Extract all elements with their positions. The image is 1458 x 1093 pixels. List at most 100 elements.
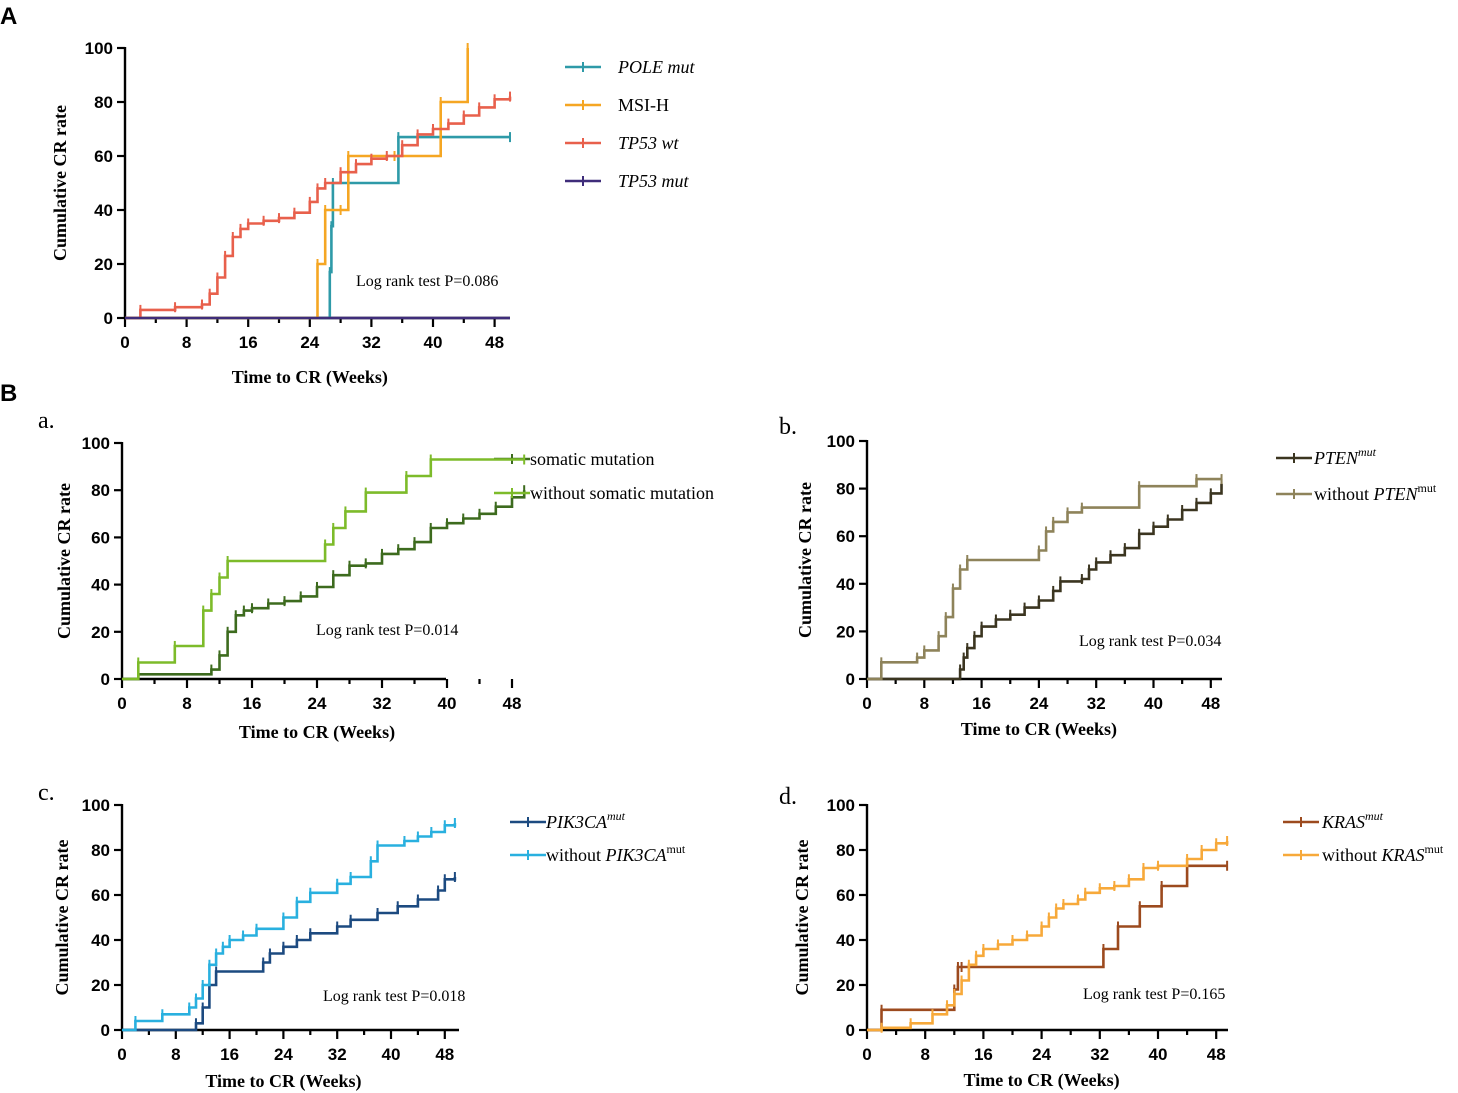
x-tick-label: 24 <box>300 333 319 352</box>
x-tick-label: 48 <box>485 333 504 352</box>
x-tick-label: 48 <box>1207 1045 1226 1064</box>
legend-label-2: without KRASmut <box>1322 842 1444 865</box>
x-axis-label: Time to CR (Weeks) <box>964 1070 1120 1091</box>
y-tick-label: 80 <box>91 481 110 500</box>
x-tick-label: 8 <box>182 333 191 352</box>
chart-panel-A: 0 20 40 60 80 100 0 8 16 24 32 40 48 Time to CR (Week… <box>50 39 695 388</box>
x-tick-label: 24 <box>308 694 327 713</box>
x-tick-label: 32 <box>362 333 381 352</box>
x-tick-label: 24 <box>1029 694 1048 713</box>
panel-letter-a: A <box>0 3 17 30</box>
y-tick-label: 0 <box>101 1021 110 1040</box>
x-tick-label: 48 <box>1201 694 1220 713</box>
legend-label-2: without PTENmut <box>1314 481 1437 504</box>
x-tick-label: 0 <box>120 333 129 352</box>
y-tick-label: 40 <box>91 576 110 595</box>
x-tick-label: 40 <box>438 694 457 713</box>
chart-panel-Bd: d. 0 20 40 60 80 100 0 8 16 24 32 40 48 Time to CR (We… <box>779 784 1444 1091</box>
y-tick-label: 100 <box>82 434 110 453</box>
x-tick-label: 40 <box>1144 694 1163 713</box>
x-tick-label: 16 <box>243 694 262 713</box>
legend-label-1: PIK3CAmut <box>545 809 626 832</box>
x-tick-label: 24 <box>274 1045 293 1064</box>
chart-panel-Ba: a. 0 20 40 60 80 100 0 8 16 24 32 40 48 Time to CR (We… <box>38 408 714 743</box>
y-tick-label: 20 <box>836 976 855 995</box>
x-tick-label: 0 <box>117 1045 126 1064</box>
legend-label-1: POLE mut <box>617 57 695 77</box>
log-rank-annotation: Log rank test P=0.086 <box>356 273 498 290</box>
x-tick-label: 48 <box>435 1045 454 1064</box>
legend-label-3: TP53 wt <box>618 133 680 153</box>
chart-panel-Bb: b. 0 20 40 60 80 100 0 8 16 24 32 40 48 Time to CR (We… <box>779 414 1437 740</box>
subpanel-letter: c. <box>38 780 55 806</box>
km-curve-1 <box>122 877 457 1032</box>
log-rank-annotation: Log rank test P=0.165 <box>1083 986 1225 1003</box>
y-tick-label: 0 <box>846 670 855 689</box>
y-tick-label: 60 <box>94 147 113 166</box>
x-tick-label: 8 <box>182 694 191 713</box>
km-curve-3 <box>125 96 512 320</box>
y-tick-label: 0 <box>101 670 110 689</box>
y-tick-label: 40 <box>94 201 113 220</box>
x-axis-label: Time to CR (Weeks) <box>239 722 395 743</box>
legend-label-1: PTENmut <box>1313 445 1377 468</box>
y-tick-label: 100 <box>827 432 855 451</box>
x-tick-label: 16 <box>974 1045 993 1064</box>
x-tick-label: 24 <box>1032 1045 1051 1064</box>
y-axis-label: Cumulative CR rate <box>52 840 72 996</box>
legend-label-1: KRASmut <box>1321 809 1384 832</box>
x-tick-label: 40 <box>1149 1045 1168 1064</box>
km-curve-1 <box>867 864 1228 1032</box>
x-tick-label: 48 <box>503 694 522 713</box>
x-tick-label: 8 <box>171 1045 180 1064</box>
legend-label-1: somatic mutation <box>530 449 654 469</box>
legend-label-2: without PIK3CAmut <box>546 842 686 865</box>
x-tick-label: 8 <box>920 694 929 713</box>
x-tick-label: 32 <box>1087 694 1106 713</box>
subpanel-letter: d. <box>779 784 797 810</box>
log-rank-annotation: Log rank test P=0.018 <box>323 988 465 1005</box>
y-tick-label: 0 <box>846 1021 855 1040</box>
y-axis-label: Cumulative CR rate <box>54 483 74 639</box>
y-tick-label: 100 <box>827 796 855 815</box>
x-tick-label: 0 <box>862 1045 871 1064</box>
x-tick-label: 40 <box>424 333 443 352</box>
y-tick-label: 80 <box>94 93 113 112</box>
y-axis-label: Cumulative CR rate <box>50 105 70 261</box>
x-tick-label: 32 <box>1090 1045 1109 1064</box>
y-tick-label: 60 <box>91 528 110 547</box>
y-tick-label: 20 <box>91 976 110 995</box>
x-tick-label: 0 <box>117 694 126 713</box>
y-tick-label: 80 <box>836 480 855 499</box>
y-tick-label: 80 <box>91 841 110 860</box>
x-tick-label: 40 <box>382 1045 401 1064</box>
x-tick-label: 32 <box>328 1045 347 1064</box>
panel-letter-b: B <box>0 380 17 407</box>
x-tick-label: 8 <box>920 1045 929 1064</box>
y-tick-label: 60 <box>91 886 110 905</box>
log-rank-annotation: Log rank test P=0.034 <box>1079 633 1221 650</box>
y-tick-label: 60 <box>836 886 855 905</box>
x-axis-label: Time to CR (Weeks) <box>232 367 388 388</box>
y-tick-label: 20 <box>91 623 110 642</box>
y-tick-label: 40 <box>836 931 855 950</box>
subpanel-letter: b. <box>779 414 797 440</box>
legend-label-2: without somatic mutation <box>530 483 714 503</box>
x-axis-label: Time to CR (Weeks) <box>961 719 1117 740</box>
y-axis-label: Cumulative CR rate <box>792 840 812 996</box>
y-tick-label: 100 <box>82 796 110 815</box>
legend-label-2: MSI-H <box>618 95 669 115</box>
y-tick-label: 20 <box>94 255 113 274</box>
y-tick-label: 100 <box>85 39 113 58</box>
x-tick-label: 0 <box>862 694 871 713</box>
x-tick-label: 16 <box>972 694 991 713</box>
y-tick-label: 20 <box>836 622 855 641</box>
legend-label-4: TP53 mut <box>618 171 690 191</box>
y-axis-label: Cumulative CR rate <box>795 482 815 638</box>
y-tick-label: 40 <box>91 931 110 950</box>
y-tick-label: 0 <box>104 309 113 328</box>
y-tick-label: 40 <box>836 575 855 594</box>
km-curve-2 <box>122 458 525 681</box>
log-rank-annotation: Log rank test P=0.014 <box>316 622 458 639</box>
